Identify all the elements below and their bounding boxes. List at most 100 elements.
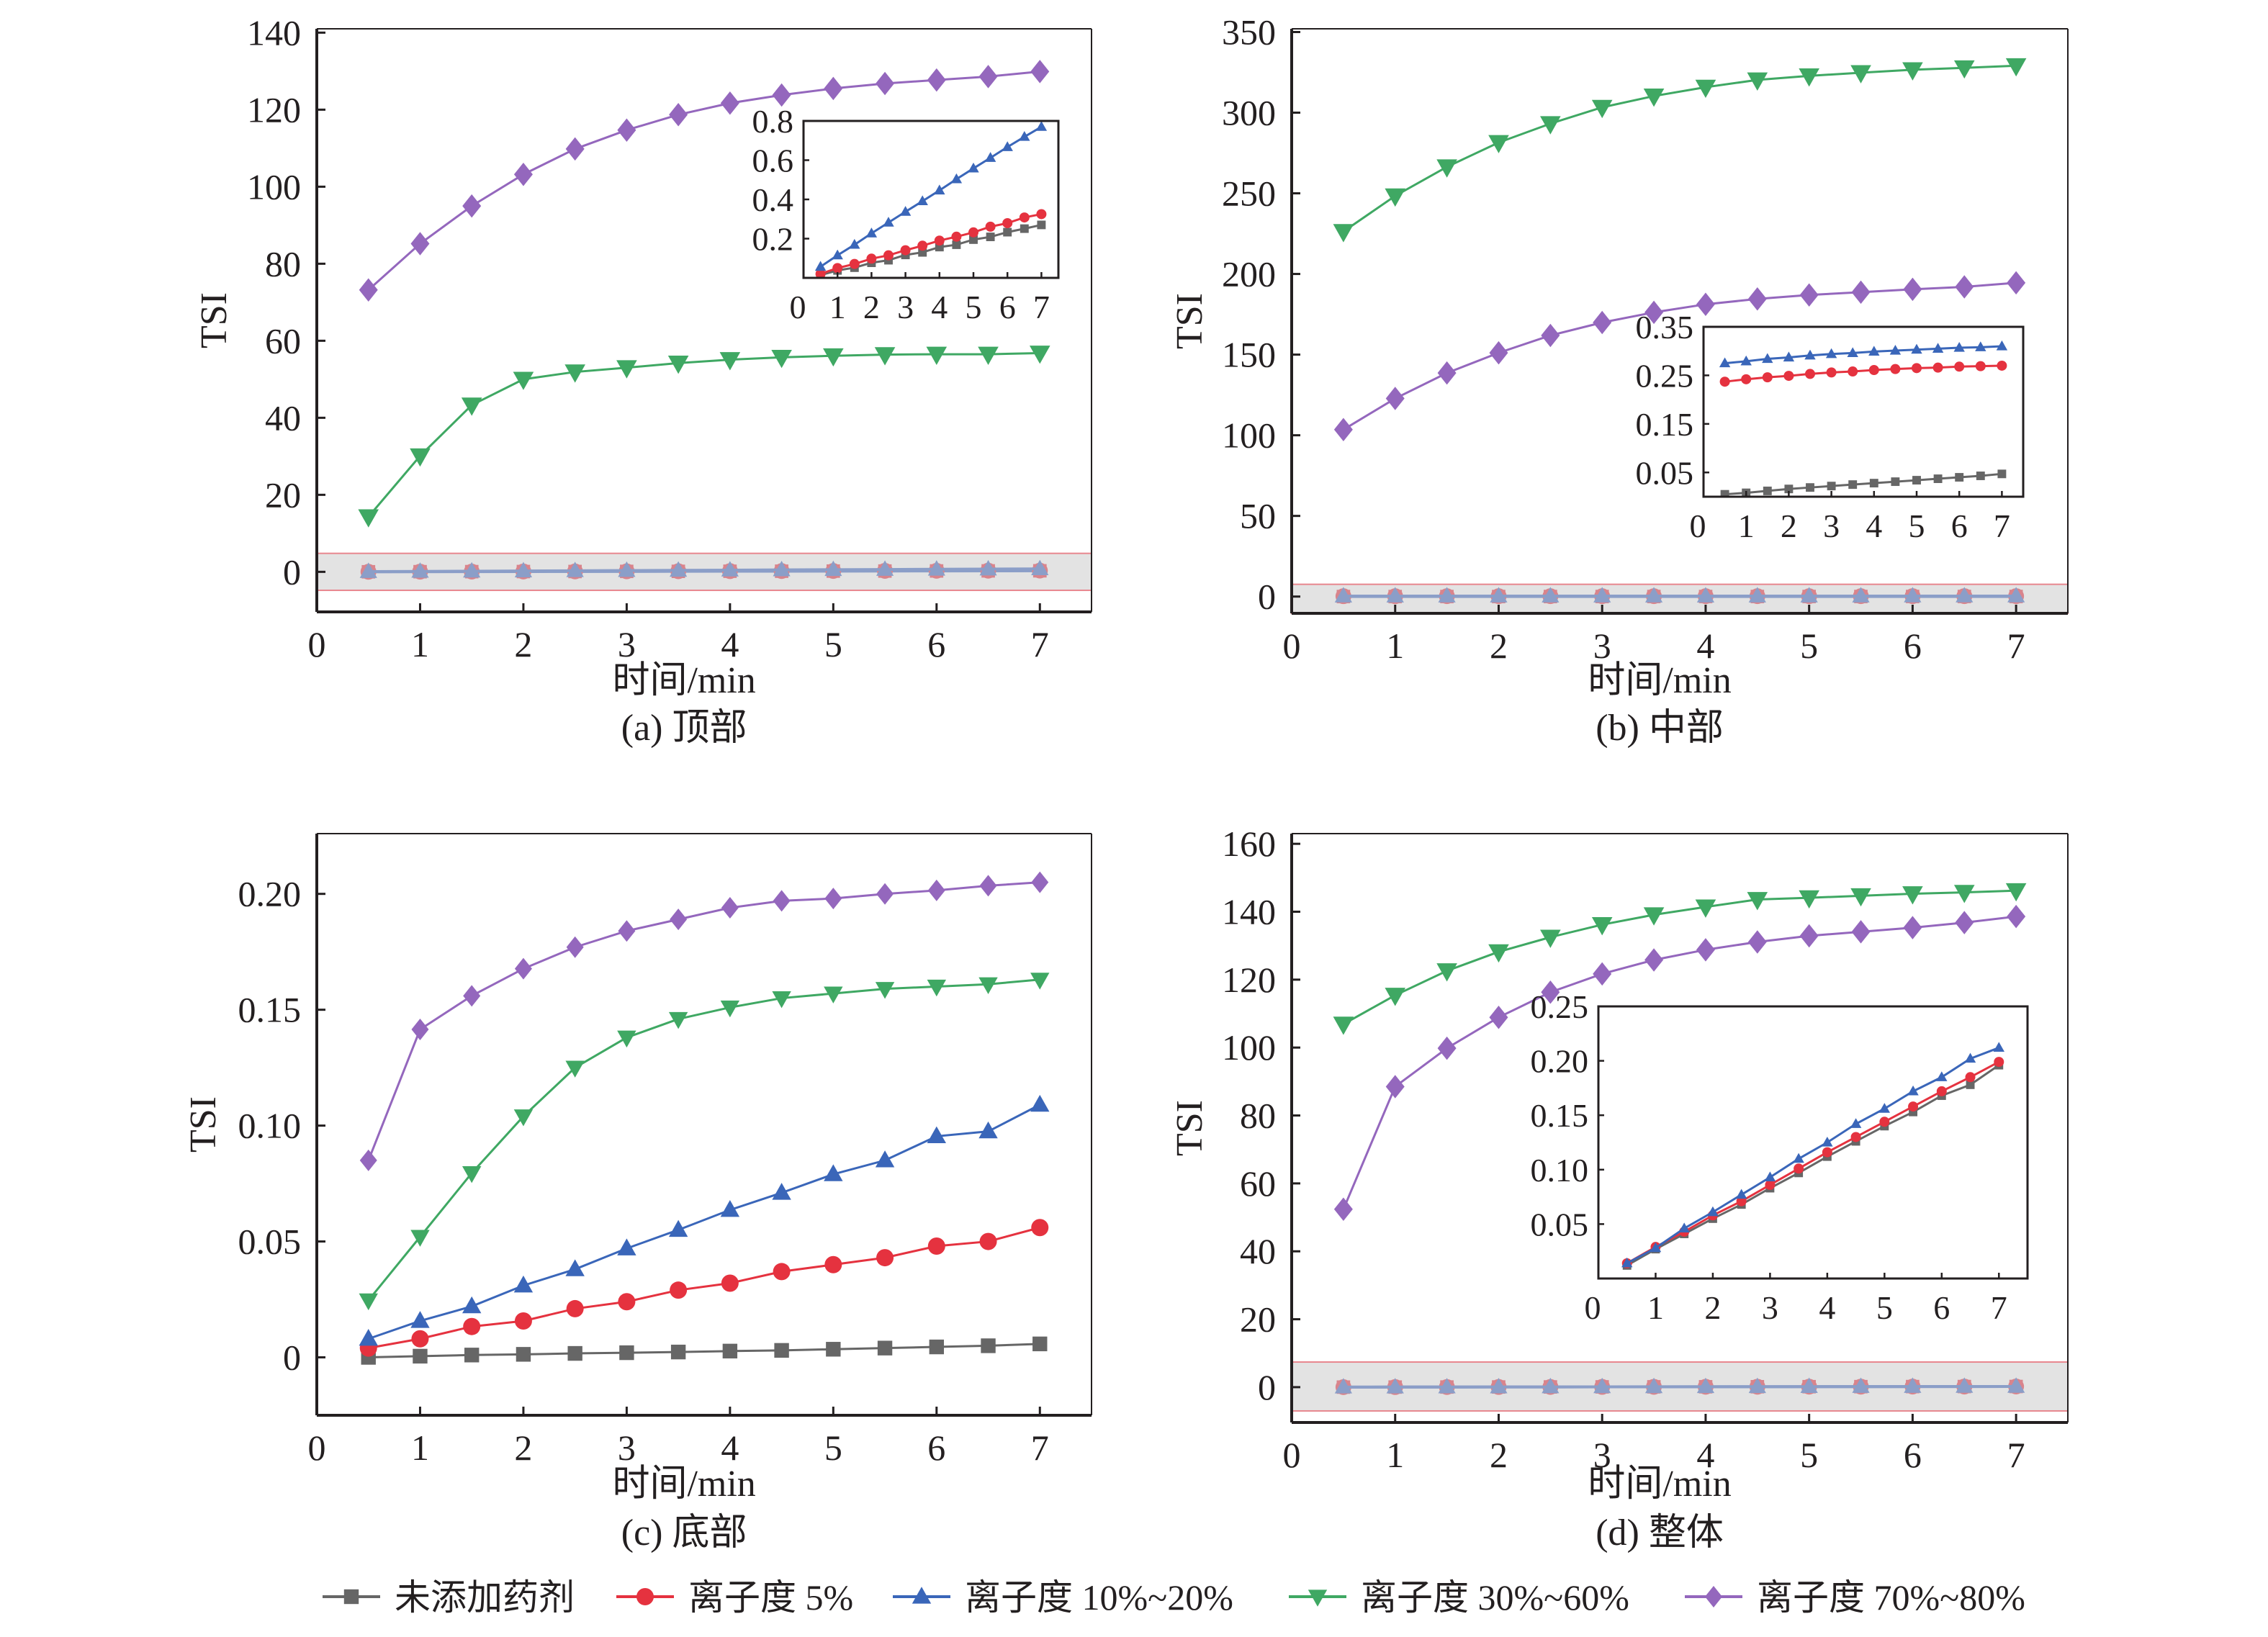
inset-x-tick-label: 7 bbox=[1991, 1289, 2007, 1326]
inset-point-ion5 bbox=[1848, 366, 1858, 377]
x-tick-label: 0 bbox=[1283, 626, 1301, 666]
point-ion30_60 bbox=[462, 1166, 482, 1183]
inset-point-none bbox=[1020, 224, 1029, 233]
series-ion30_60 bbox=[1333, 883, 2027, 1035]
point-ion10_20 bbox=[463, 562, 481, 578]
inset-point-ion10_20 bbox=[1911, 343, 1922, 354]
y-tick-label: 80 bbox=[1240, 1096, 1276, 1136]
point-ion70_80 bbox=[1696, 938, 1715, 962]
point-ion10_20 bbox=[1800, 587, 1818, 603]
point-ion10_20 bbox=[617, 1238, 636, 1255]
point-ion10_20 bbox=[565, 1259, 585, 1276]
inset-x-tick-label: 5 bbox=[1876, 1289, 1893, 1326]
inset-point-ion5 bbox=[1850, 1132, 1861, 1142]
point-ion30_60 bbox=[1540, 116, 1561, 135]
point-ion30_60 bbox=[565, 1060, 585, 1078]
x-tick-label: 6 bbox=[927, 1428, 945, 1468]
x-axis-title: 时间/min bbox=[612, 1464, 755, 1505]
panel-c: 0 1 2 3 4 5 6 7 0 0.05 0.10 0.15 0.20 TSI 时间/min (c) 底部 bbox=[183, 833, 1092, 1553]
line-ion30_60 bbox=[1343, 889, 2017, 1025]
point-ion5 bbox=[1031, 1219, 1049, 1237]
point-ion70_80 bbox=[1385, 1075, 1405, 1099]
inset-point-ion10_20 bbox=[1719, 357, 1731, 368]
inset-point-ion5 bbox=[1890, 364, 1901, 374]
point-ion5 bbox=[979, 1232, 997, 1250]
point-ion10_20 bbox=[2007, 587, 2025, 603]
point-none bbox=[413, 1348, 428, 1364]
point-ion10_20 bbox=[1593, 587, 1611, 603]
point-ion10_20 bbox=[1490, 587, 1508, 603]
inset-point-ion10_20 bbox=[1936, 1071, 1948, 1081]
inset-x-tick-label: 0 bbox=[790, 289, 806, 325]
inset-point-none bbox=[1763, 486, 1772, 495]
inset-series-ion10_20 bbox=[1719, 340, 2008, 368]
point-ion30_60 bbox=[978, 977, 998, 995]
x-tick-label: 2 bbox=[514, 624, 532, 664]
point-ion30_60 bbox=[617, 1030, 636, 1048]
inset-point-ion5 bbox=[1826, 367, 1837, 378]
inset-point-ion10_20 bbox=[1953, 341, 1965, 352]
inset-point-ion10_20 bbox=[1868, 346, 1880, 356]
point-ion70_80 bbox=[2007, 904, 2026, 929]
inset-point-none bbox=[1806, 483, 1814, 492]
x-tick-label: 4 bbox=[721, 624, 739, 664]
inset-point-ion10_20 bbox=[1793, 1153, 1804, 1163]
inset-point-ion5 bbox=[1741, 374, 1752, 384]
point-ion70_80 bbox=[1541, 980, 1560, 1004]
legend-item-ion5: 离子度 5% bbox=[616, 1577, 853, 1618]
inset-point-ion10_20 bbox=[1996, 340, 2008, 351]
inset-point-ion5 bbox=[1908, 1101, 1919, 1112]
inset-d: 0 1 2 3 4 5 6 7 0.05 0.10 0.15 0.20 0.25 bbox=[1531, 988, 2029, 1326]
point-ion30_60 bbox=[1436, 159, 1457, 178]
inset-point-ion10_20 bbox=[1825, 348, 1837, 358]
x-tick-label: 0 bbox=[1283, 1435, 1301, 1475]
point-ion70_80 bbox=[670, 908, 688, 931]
inset-x-tick-label: 4 bbox=[931, 289, 948, 325]
line-ion30_60 bbox=[367, 978, 1040, 1302]
point-ion10_20 bbox=[1334, 587, 1352, 603]
inset-x-tick-label: 1 bbox=[829, 289, 846, 325]
point-ion30_60 bbox=[359, 1293, 378, 1311]
point-ion70_80 bbox=[1955, 911, 1974, 934]
point-ion10_20 bbox=[514, 562, 533, 577]
point-ion30_60 bbox=[1591, 99, 1613, 119]
y-tick-label: 0 bbox=[283, 1338, 301, 1378]
point-ion70_80 bbox=[1747, 930, 1767, 954]
point-ion30_60 bbox=[1540, 929, 1561, 948]
legend-item-ion10_20: 离子度 10%~20% bbox=[893, 1577, 1233, 1618]
point-ion70_80 bbox=[876, 883, 894, 905]
inset-y-tick-label: 0.4 bbox=[752, 181, 794, 218]
inset-point-ion10_20 bbox=[849, 238, 860, 249]
point-ion30_60 bbox=[1436, 963, 1457, 982]
x-tick-label: 5 bbox=[1800, 1435, 1818, 1475]
inset-b: 0 1 2 3 4 5 6 7 0.05 0.15 0.25 0.35 bbox=[1636, 309, 2025, 544]
point-ion70_80 bbox=[1489, 1005, 1508, 1029]
x-tick-label: 3 bbox=[618, 624, 636, 664]
inset-point-none bbox=[1037, 220, 1046, 230]
inset-point-ion10_20 bbox=[1035, 121, 1048, 131]
series-ion10_20 bbox=[359, 559, 1049, 578]
point-none bbox=[1032, 1336, 1048, 1352]
point-ion30_60 bbox=[2005, 883, 2027, 902]
inset-point-none bbox=[1966, 1080, 1975, 1089]
x-tick-label: 1 bbox=[1386, 1435, 1404, 1475]
inset-point-ion10_20 bbox=[968, 162, 979, 173]
point-ion70_80 bbox=[1696, 292, 1715, 316]
inset-point-none bbox=[935, 243, 944, 252]
y-tick-label: 250 bbox=[1222, 173, 1276, 214]
inset-point-ion5 bbox=[1002, 217, 1013, 228]
point-ion30_60 bbox=[824, 986, 843, 1004]
y-tick-label: 60 bbox=[1240, 1163, 1276, 1204]
inset-point-none bbox=[1912, 476, 1921, 485]
point-ion70_80 bbox=[1903, 916, 1922, 939]
point-ion30_60 bbox=[1333, 224, 1354, 243]
point-ion30_60 bbox=[668, 1011, 688, 1029]
panel-d: 0 1 2 3 4 5 6 7020406080100120140160TSI时间/min(d… bbox=[1169, 824, 2069, 1553]
point-ion5 bbox=[721, 1274, 739, 1292]
point-ion30_60 bbox=[1695, 899, 1716, 918]
point-ion5 bbox=[824, 1255, 842, 1273]
inset-point-ion5 bbox=[985, 221, 996, 232]
point-ion70_80 bbox=[1903, 277, 1922, 302]
